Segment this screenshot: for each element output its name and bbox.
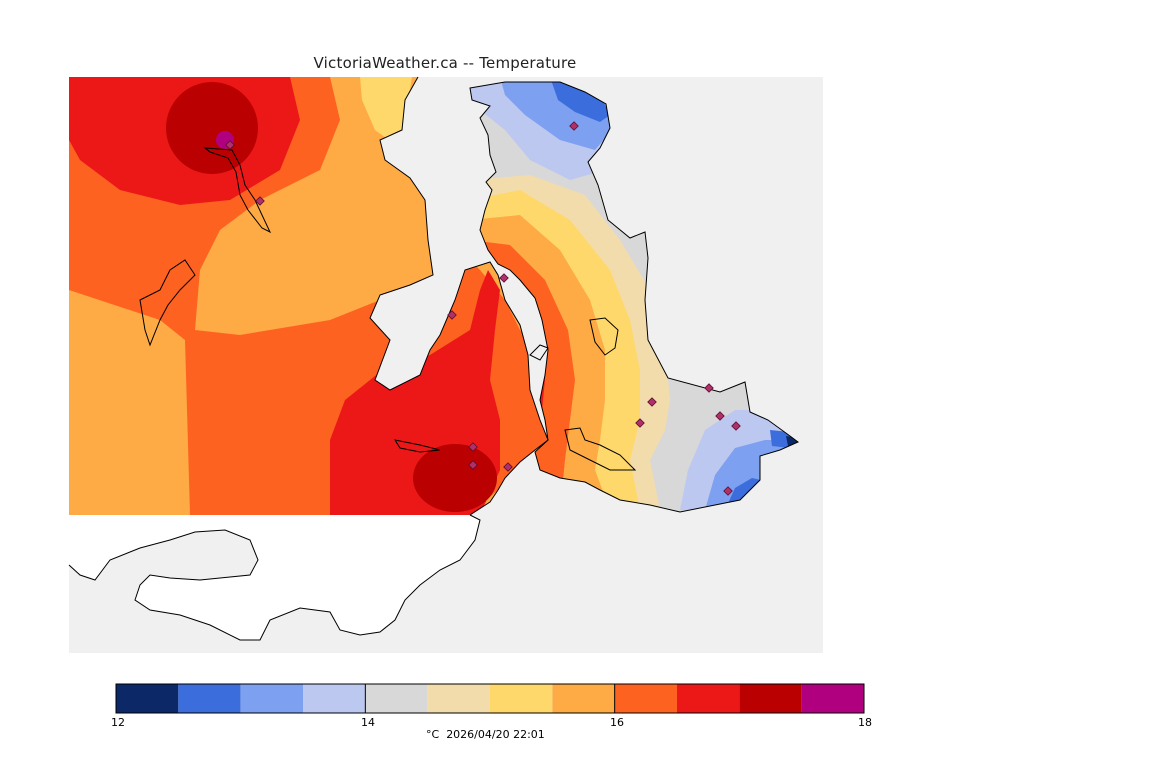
station-marker — [468, 442, 478, 452]
sidney-island — [589, 317, 619, 356]
sooke-inlet — [393, 439, 441, 453]
station-marker — [499, 273, 509, 283]
legend-bin — [490, 684, 553, 713]
station-marker — [647, 397, 657, 407]
station-marker — [468, 460, 478, 470]
legend-bin — [614, 684, 677, 713]
station-marker — [704, 383, 714, 393]
harbour-coastline — [564, 427, 637, 471]
coastlines — [68, 76, 799, 641]
legend-timestamp: 2026/04/20 22:01 — [446, 728, 545, 741]
legend-caption: °C 2026/04/20 22:01 — [426, 728, 545, 741]
usa-coastline — [68, 514, 481, 641]
small-island — [529, 344, 549, 361]
legend-unit: °C — [426, 728, 440, 741]
station-markers — [225, 121, 741, 496]
station-marker — [255, 196, 265, 206]
station-marker — [731, 421, 741, 431]
inlet-coastline — [203, 147, 272, 234]
station-marker — [569, 121, 579, 131]
station-marker — [447, 310, 457, 320]
lake-coastline — [139, 259, 196, 347]
mainland-coastline — [369, 76, 549, 516]
station-marker — [225, 140, 235, 150]
legend-colorbar — [115, 684, 865, 713]
legend-bin — [801, 684, 864, 713]
legend-bin — [365, 684, 428, 713]
legend-bin — [116, 684, 179, 713]
legend-bin — [178, 684, 241, 713]
legend-bin — [677, 684, 740, 713]
station-marker — [635, 418, 645, 428]
station-marker — [503, 462, 513, 472]
legend-tick-label: 16 — [610, 716, 624, 729]
legend-border — [115, 683, 865, 714]
legend-bin — [739, 684, 802, 713]
station-marker — [715, 411, 725, 421]
legend-bin — [240, 684, 303, 713]
legend-tick-label: 14 — [361, 716, 375, 729]
legend-bin — [303, 684, 366, 713]
legend-tick-label: 12 — [111, 716, 125, 729]
legend-tick-label: 18 — [858, 716, 872, 729]
peninsula-coastline — [469, 81, 799, 513]
map-title: VictoriaWeather.ca -- Temperature — [313, 54, 577, 72]
legend-bin — [427, 684, 490, 713]
legend-bin — [552, 684, 615, 713]
usa-landmass — [69, 515, 480, 640]
station-marker — [723, 486, 733, 496]
